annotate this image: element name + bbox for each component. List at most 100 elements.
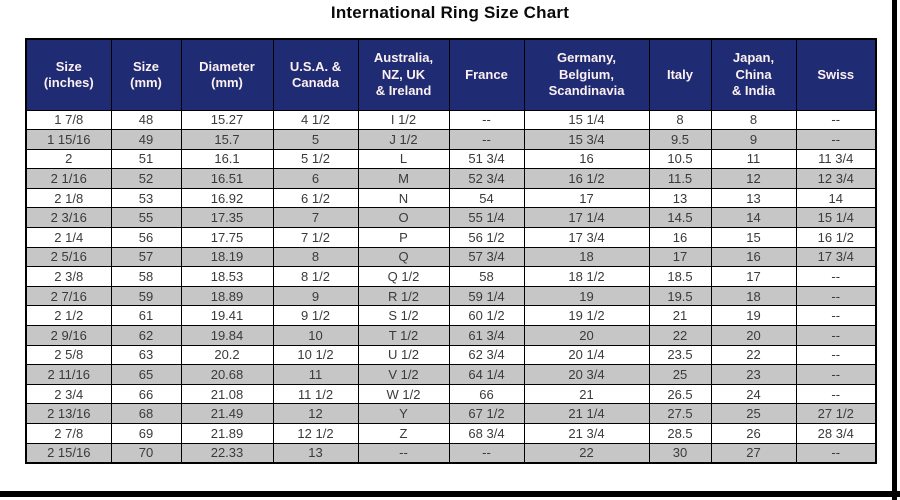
table-cell: 26: [710, 423, 797, 444]
table-cell: 16: [710, 246, 797, 268]
table-cell: 57: [110, 246, 182, 268]
table-cell: 22: [648, 325, 712, 346]
table-cell: 16 1/2: [523, 168, 650, 189]
table-cell: 48: [110, 109, 182, 131]
table-cell: 2 15/16: [25, 442, 112, 464]
table-cell: 14: [710, 207, 797, 229]
table-cell: 15 1/4: [523, 109, 650, 131]
table-cell: 18.19: [180, 246, 274, 268]
table-cell: 52 3/4: [448, 168, 525, 189]
table-cell: 12: [272, 403, 359, 424]
table-cell: 12: [710, 168, 797, 189]
table-cell: 70: [110, 442, 182, 464]
table-cell: 59: [110, 285, 182, 307]
table-row: 2 7/16 59 18.89 9 R 1/2 59 1/4 19 19.5 18 --: [25, 285, 877, 307]
table-cell: 22: [710, 344, 797, 366]
table-cell: N: [357, 187, 450, 209]
table-cell: 24: [710, 383, 797, 405]
table-cell: S 1/2: [357, 305, 450, 327]
header-cell-1: Size (inches): [25, 38, 112, 111]
table-cell: 18.89: [180, 285, 274, 307]
table-cell: 4 1/2: [272, 109, 359, 131]
table-cell: 21: [523, 383, 650, 405]
header-cell-3: Diameter (mm): [180, 38, 274, 111]
table-cell: 20 1/4: [523, 344, 650, 366]
table-cell: 68: [110, 403, 182, 424]
table-cell: 19 1/2: [523, 305, 650, 327]
table-cell: 13: [710, 187, 797, 209]
table-cell: Y: [357, 403, 450, 424]
table-cell: 11: [272, 364, 359, 385]
table-cell: 18: [523, 246, 650, 268]
table-cell: 11 1/2: [272, 383, 359, 405]
table-cell: 19.84: [180, 325, 274, 346]
table-cell: 25: [710, 403, 797, 424]
header-cell-7: Germany, Belgium, Scandinavia: [523, 38, 650, 111]
table-cell: 21 3/4: [523, 423, 650, 444]
table-cell: 16: [648, 227, 712, 248]
table-cell: 15.27: [180, 109, 274, 131]
header-cell-5: Australia, NZ, UK & Ireland: [357, 38, 450, 111]
table-cell: 9.5: [648, 129, 712, 150]
table-cell: 56: [110, 227, 182, 248]
table-cell: V 1/2: [357, 364, 450, 385]
table-cell: 27: [710, 442, 797, 464]
table-cell: 58: [110, 266, 182, 287]
table-cell: 10.5: [648, 148, 712, 170]
table-row: 2 7/8 69 21.89 12 1/2 Z 68 3/4 21 3/4 28.5 26 28 …: [25, 423, 877, 444]
table-cell: 5 1/2: [272, 148, 359, 170]
table-cell: Q 1/2: [357, 266, 450, 287]
table-cell: 52: [110, 168, 182, 189]
table-cell: 49: [110, 129, 182, 150]
table-row: 2 5/16 57 18.19 8 Q 57 3/4 18 17 16 17 3/4: [25, 246, 877, 268]
table-cell: 2 1/4: [25, 227, 112, 248]
table-cell: 10 1/2: [272, 344, 359, 366]
table-cell: 1 15/16: [25, 129, 112, 150]
table-cell: 15 3/4: [523, 129, 650, 150]
table-cell: 27 1/2: [795, 403, 877, 424]
table-cell: 21 1/4: [523, 403, 650, 424]
table-cell: 69: [110, 423, 182, 444]
right-frame-border: [892, 0, 897, 500]
table-cell: 21.89: [180, 423, 274, 444]
table-row: 2 51 16.1 5 1/2 L 51 3/4 16 10.5 11 11 3/4: [25, 148, 877, 170]
table-cell: Q: [357, 246, 450, 268]
table-cell: 61 3/4: [448, 325, 525, 346]
table-cell: U 1/2: [357, 344, 450, 366]
table-cell: 7: [272, 207, 359, 229]
header-cell-6: France: [448, 38, 525, 111]
table-body: 1 7/8 48 15.27 4 1/2 I 1/2 -- 15 1/4 8 8 -- 1 15/1…: [25, 109, 877, 464]
table-cell: 20.68: [180, 364, 274, 385]
table-cell: --: [795, 266, 877, 287]
table-cell: 8 1/2: [272, 266, 359, 287]
header-cell-9: Japan, China & India: [710, 38, 797, 111]
table-cell: --: [795, 344, 877, 366]
table-cell: 27.5: [648, 403, 712, 424]
table-cell: 8: [272, 246, 359, 268]
table-cell: 20: [523, 325, 650, 346]
table-cell: 2 1/16: [25, 168, 112, 189]
table-cell: 18.5: [648, 266, 712, 287]
table-cell: 17 1/4: [523, 207, 650, 229]
table-cell: 2 9/16: [25, 325, 112, 346]
table-cell: 9: [710, 129, 797, 150]
table-cell: 6: [272, 168, 359, 189]
table-cell: 6 1/2: [272, 187, 359, 209]
table-cell: 25: [648, 364, 712, 385]
table-cell: 16 1/2: [795, 227, 877, 248]
table-cell: 13: [648, 187, 712, 209]
table-row: 1 7/8 48 15.27 4 1/2 I 1/2 -- 15 1/4 8 8 --: [25, 109, 877, 131]
table-cell: 20: [710, 325, 797, 346]
table-cell: 16.1: [180, 148, 274, 170]
table-cell: 2 5/16: [25, 246, 112, 268]
table-row: 2 1/2 61 19.41 9 1/2 S 1/2 60 1/2 19 1/2 21 19 --: [25, 305, 877, 327]
table-cell: 8: [710, 109, 797, 131]
table-cell: 56 1/2: [448, 227, 525, 248]
table-cell: 59 1/4: [448, 285, 525, 307]
table-cell: 21: [648, 305, 712, 327]
table-cell: 1 7/8: [25, 109, 112, 131]
table-row: 2 11/16 65 20.68 11 V 1/2 64 1/4 20 3/4 25 23 --: [25, 364, 877, 385]
table-cell: --: [795, 364, 877, 385]
table-cell: --: [795, 285, 877, 307]
header-cell-8: Italy: [648, 38, 712, 111]
